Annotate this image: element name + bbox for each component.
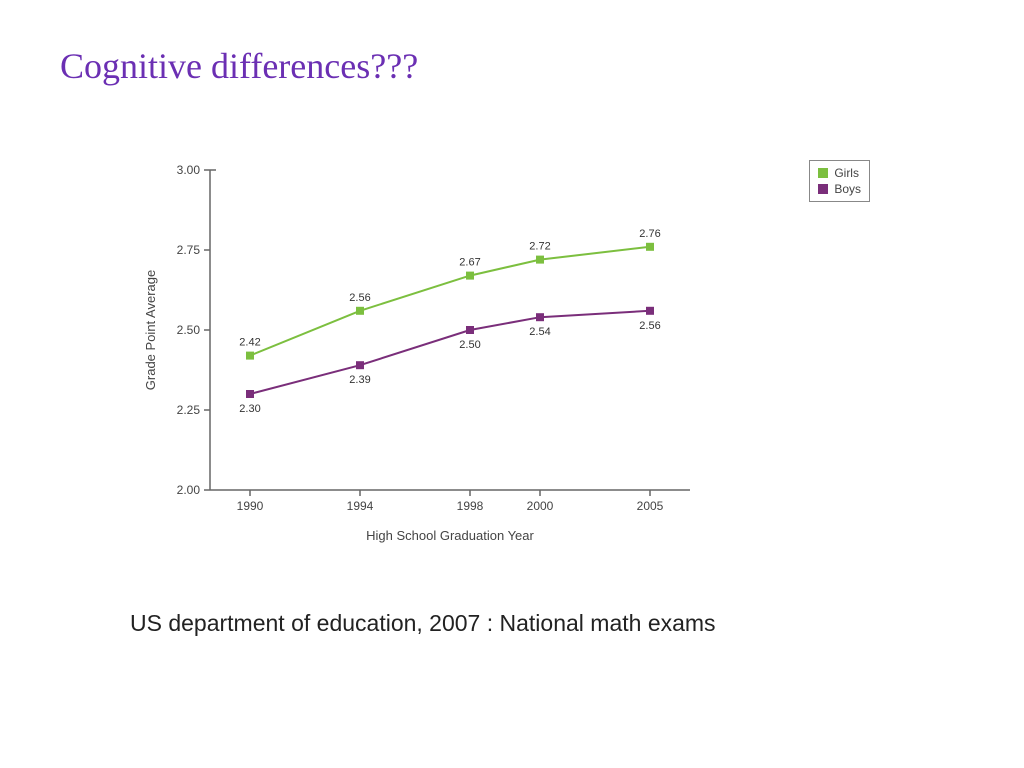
svg-text:3.00: 3.00 <box>177 163 201 177</box>
legend-item-boys: Boys <box>818 181 861 197</box>
svg-text:2.00: 2.00 <box>177 483 201 497</box>
svg-text:2005: 2005 <box>637 499 664 513</box>
svg-text:2.50: 2.50 <box>459 339 480 351</box>
line-chart: 2.00 2.25 2.50 2.75 3.00 1990 1994 1998 2000 2005… <box>130 150 710 550</box>
legend-swatch-boys <box>818 184 828 194</box>
svg-text:2.72: 2.72 <box>529 241 550 253</box>
slide-title: Cognitive differences??? <box>60 45 418 87</box>
svg-text:2.54: 2.54 <box>529 326 550 338</box>
svg-text:2.56: 2.56 <box>639 320 660 332</box>
legend-label-boys: Boys <box>834 181 861 197</box>
svg-text:Grade Point Average: Grade Point Average <box>143 270 158 390</box>
chart-legend: Girls Boys <box>809 160 870 202</box>
svg-text:High School Graduation Year: High School Graduation Year <box>366 528 534 543</box>
svg-text:2.25: 2.25 <box>177 403 201 417</box>
chart-caption: US department of education, 2007 : Natio… <box>130 610 716 637</box>
svg-text:2.30: 2.30 <box>239 403 260 415</box>
svg-text:2000: 2000 <box>527 499 554 513</box>
legend-label-girls: Girls <box>834 165 859 181</box>
svg-text:1990: 1990 <box>237 499 264 513</box>
svg-text:2.56: 2.56 <box>349 292 370 304</box>
legend-item-girls: Girls <box>818 165 861 181</box>
svg-text:2.67: 2.67 <box>459 257 480 269</box>
svg-text:2.39: 2.39 <box>349 374 370 386</box>
legend-swatch-girls <box>818 168 828 178</box>
svg-text:2.50: 2.50 <box>177 323 201 337</box>
svg-text:2.75: 2.75 <box>177 243 201 257</box>
svg-text:2.76: 2.76 <box>639 228 660 240</box>
slide: Cognitive differences??? 2.00 2.25 2.50 2.7… <box>0 0 1024 768</box>
svg-text:2.42: 2.42 <box>239 337 260 349</box>
svg-text:1998: 1998 <box>457 499 484 513</box>
svg-text:1994: 1994 <box>347 499 374 513</box>
chart-container: 2.00 2.25 2.50 2.75 3.00 1990 1994 1998 2000 2005… <box>130 150 870 550</box>
